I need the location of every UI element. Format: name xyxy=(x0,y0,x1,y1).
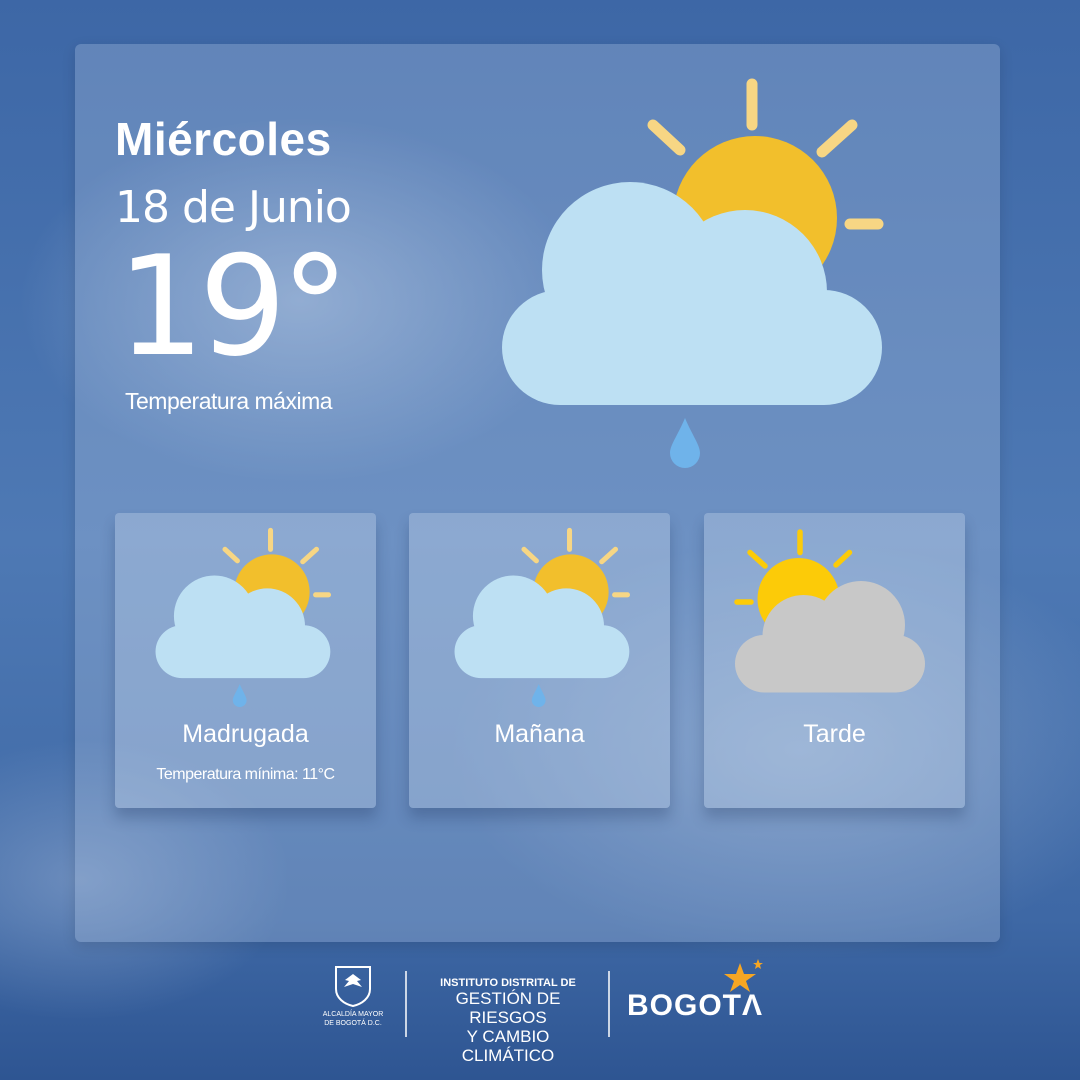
cloud-icon xyxy=(502,182,882,405)
bogota-logo: BOGOTΛ xyxy=(627,989,764,1022)
period-name: Madrugada xyxy=(182,720,309,748)
idiger-logo: INSTITUTO DISTRITAL DE GESTIÓN DE RIESGO… xyxy=(440,977,576,1065)
forecast-panel xyxy=(75,44,1000,942)
partly-cloudy-rain-icon xyxy=(155,527,332,708)
partly-cloudy-rain-icon xyxy=(502,78,884,468)
max-temperature-label: Temperatura máxima xyxy=(125,388,333,414)
divider xyxy=(405,971,407,1037)
period-name: Tarde xyxy=(803,720,866,748)
period-name: Mañana xyxy=(494,720,585,748)
period-card-tarde: Tarde xyxy=(704,513,965,808)
partly-cloudy-icon xyxy=(734,529,925,693)
date: 18 de Junio xyxy=(115,182,352,233)
star-icon xyxy=(724,959,763,992)
day-name: Miércoles xyxy=(115,113,332,165)
footer-logos: ALCALDÍA MAYOR DE BOGOTÁ D.C. INSTITUTO … xyxy=(0,959,1080,1065)
period-card-madrugada: Madrugada Temperatura mínima: 11°C xyxy=(115,513,376,808)
partly-cloudy-rain-icon xyxy=(454,527,631,708)
coat-of-arms-icon xyxy=(335,966,371,1008)
divider xyxy=(608,971,610,1037)
min-temperature: Temperatura mínima: 11°C xyxy=(156,766,335,783)
max-temperature: 19° xyxy=(117,226,350,387)
period-card-manana: Mañana xyxy=(409,513,670,808)
raindrop-icon xyxy=(670,418,700,468)
alcaldia-logo: ALCALDÍA MAYOR DE BOGOTÁ D.C. xyxy=(318,965,388,1028)
